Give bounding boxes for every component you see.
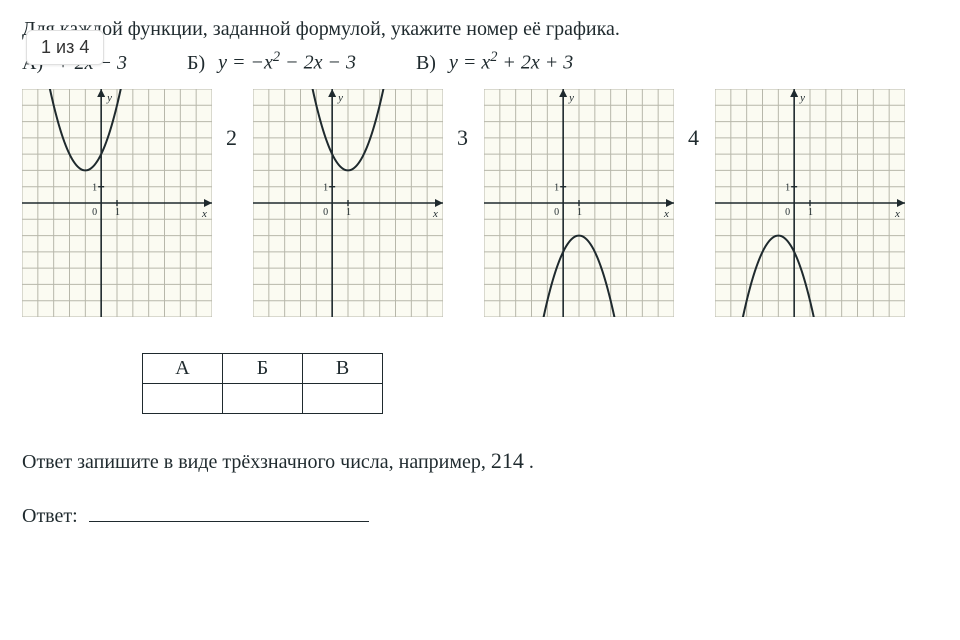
formula-B-tail: − 2x − 3 [280,52,356,74]
chart-1: 1 1 0 x y [22,89,212,317]
svg-text:x: x [663,208,669,220]
answer-table: А Б В [142,353,383,414]
answer-label: Ответ: [22,505,78,527]
svg-text:y: y [799,92,805,104]
svg-text:0: 0 [323,207,328,218]
table-cell-V[interactable] [303,383,383,413]
svg-text:1: 1 [92,182,97,193]
formula-B-label: Б) [187,52,205,74]
svg-text:1: 1 [554,182,559,193]
svg-text:0: 0 [785,207,790,218]
formula-C: В) y = x2 + 2x + 3 [416,49,573,75]
chart-number-4: 4 [688,125,699,151]
svg-text:y: y [337,92,343,104]
formula-B: Б) y = −x2 − 2x − 3 [187,49,356,75]
page-indicator-badge: 1 из 4 [26,30,104,65]
chart-4: 1 1 0 x y [715,89,905,317]
task-text: Для каждой функции, заданной формулой, у… [22,18,938,41]
svg-text:1: 1 [808,207,813,218]
formula-C-label: В) [416,52,436,74]
chart-number-3: 3 [457,125,468,151]
answer-instruction-post: . [529,451,534,473]
answer-field: Ответ: [22,500,938,528]
table-cell-A[interactable] [143,383,223,413]
svg-text:1: 1 [115,207,120,218]
chart-3: 1 1 0 x y [484,89,674,317]
table-row: А Б В [143,353,383,383]
svg-text:0: 0 [92,207,97,218]
answer-instruction-pre: Ответ запишите в виде трёхзначного числа… [22,451,491,473]
svg-text:1: 1 [785,182,790,193]
svg-text:y: y [106,92,112,104]
svg-text:x: x [201,208,207,220]
svg-text:0: 0 [554,207,559,218]
chart-2: 1 1 0 x y [253,89,443,317]
svg-text:y: y [568,92,574,104]
formula-B-sup: 2 [273,49,280,65]
table-header-A: А [143,353,223,383]
table-header-B: Б [223,353,303,383]
charts-row: 1 1 0 x y 2 1 1 0 x y 3 1 1 0 x y 4 1 1 0 x y [22,89,938,317]
chart-number-2: 2 [226,125,237,151]
formulas-row: А) + 2x − 3 Б) y = −x2 − 2x − 3 В) y = x… [22,49,938,75]
table-row [143,383,383,413]
formula-C-tail: + 2x + 3 [497,52,573,74]
svg-text:x: x [432,208,438,220]
table-cell-B[interactable] [223,383,303,413]
svg-text:1: 1 [577,207,582,218]
table-header-V: В [303,353,383,383]
answer-instruction-example: 214 [491,448,524,473]
answer-instruction: Ответ запишите в виде трёхзначного числа… [22,448,938,474]
svg-text:1: 1 [323,182,328,193]
formula-C-head: y = x [449,52,490,74]
formula-B-head: y = −x [218,52,273,74]
svg-text:x: x [894,208,900,220]
svg-text:1: 1 [346,207,351,218]
answer-blank[interactable] [89,500,369,522]
